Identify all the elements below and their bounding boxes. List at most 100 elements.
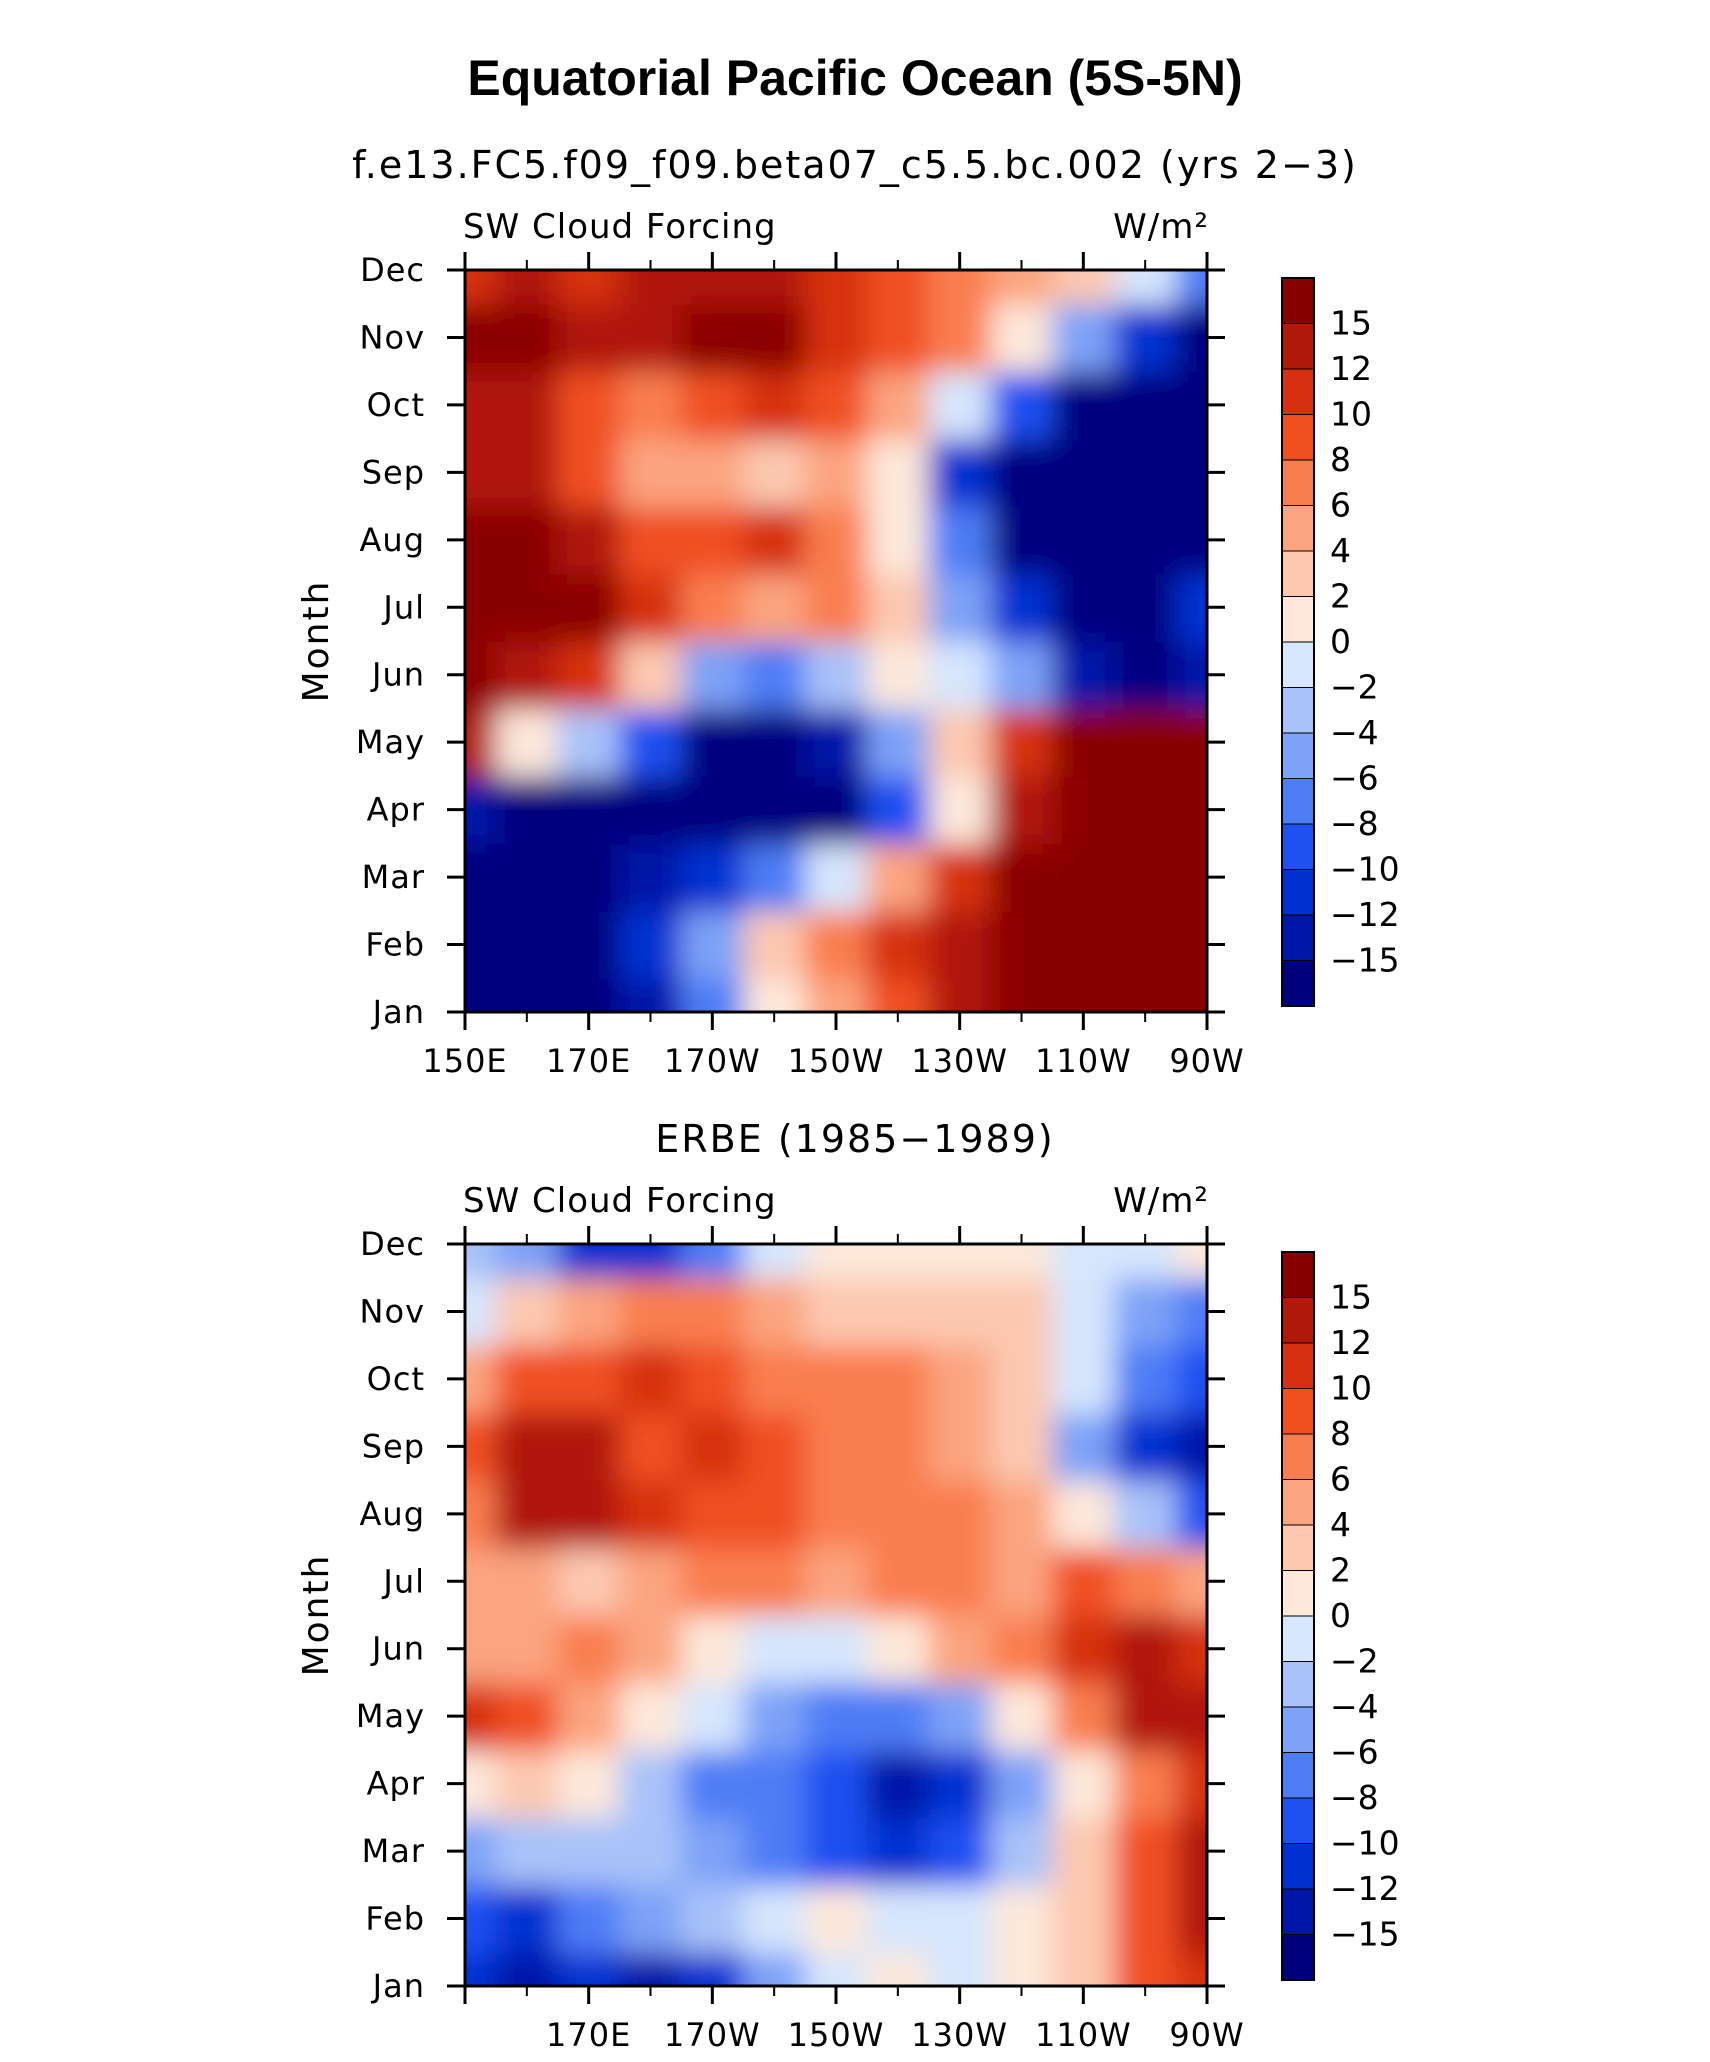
heatmap-cell bbox=[928, 1345, 992, 1414]
heatmap-cell bbox=[557, 641, 621, 710]
heatmap-cell bbox=[1052, 708, 1116, 777]
heatmap-cell bbox=[866, 1547, 930, 1616]
y-tick-label: Feb bbox=[365, 926, 425, 964]
heatmap-cell bbox=[928, 1412, 992, 1482]
colorbar-swatch bbox=[1281, 914, 1315, 961]
heatmap-cell bbox=[1114, 1952, 1178, 1986]
heatmap-cell bbox=[465, 1345, 497, 1414]
y-tick-label: Jan bbox=[371, 1967, 425, 2005]
heatmap-cell bbox=[805, 1244, 868, 1279]
heatmap-cell bbox=[681, 1884, 745, 1954]
heatmap-cell bbox=[866, 1480, 930, 1549]
heatmap-cell bbox=[928, 1884, 992, 1954]
heatmap-cell bbox=[866, 1244, 930, 1279]
heatmap-cell bbox=[928, 1952, 992, 1986]
heatmap-cell bbox=[619, 1277, 683, 1347]
heatmap-cell bbox=[619, 1884, 683, 1954]
colorbar-label: 8 bbox=[1330, 440, 1351, 479]
y-tick-label: May bbox=[356, 1697, 425, 1735]
colorbar-label: 15 bbox=[1330, 304, 1372, 343]
heatmap-cell bbox=[1176, 978, 1207, 1012]
heatmap-cell bbox=[495, 910, 559, 980]
y-tick-label: Jan bbox=[371, 993, 425, 1031]
heatmap-cell bbox=[495, 641, 559, 710]
heatmap-cell bbox=[681, 438, 745, 508]
y-tick-label: Dec bbox=[360, 251, 425, 289]
heatmap-cell bbox=[619, 506, 683, 575]
heatmap-cell bbox=[866, 270, 930, 305]
heatmap-cell bbox=[928, 910, 992, 980]
heatmap-cell bbox=[681, 371, 745, 440]
colorbar-label: 15 bbox=[1330, 1278, 1372, 1317]
heatmap-cell bbox=[990, 303, 1054, 373]
heatmap-cell bbox=[1114, 506, 1178, 575]
heatmap-cell bbox=[495, 303, 559, 373]
heatmap-cell bbox=[928, 708, 992, 777]
y-tick-label: Oct bbox=[367, 1360, 425, 1398]
heatmap-cell bbox=[866, 1682, 930, 1751]
heatmap-cell bbox=[1052, 1277, 1116, 1347]
panel-model: f.e13.FC5.f09_f09.beta07_c5.5.bc.002 (yr… bbox=[296, 143, 1400, 1080]
colorbar-swatch bbox=[1281, 869, 1315, 916]
heatmap-cell bbox=[1176, 270, 1207, 305]
heatmap-cell bbox=[743, 910, 807, 980]
heatmap-cell bbox=[1176, 438, 1207, 508]
variable-label: SW Cloud Forcing bbox=[463, 1181, 777, 1221]
heatmap-cell bbox=[928, 1817, 992, 1886]
heatmap-cell bbox=[990, 1345, 1054, 1414]
heatmap-cell bbox=[1176, 573, 1207, 642]
colorbar: 15 12 10 8 6 4 2 0 −2 −4 −6 −8 −10 −12 −15 bbox=[1281, 1251, 1400, 1981]
heatmap-cell bbox=[928, 270, 992, 305]
heatmap-cell bbox=[557, 1547, 621, 1616]
colorbar-swatch bbox=[1281, 1752, 1315, 1799]
heatmap-cell bbox=[495, 1952, 559, 1986]
heatmap-cell bbox=[465, 438, 497, 508]
heatmap-cell bbox=[495, 1682, 559, 1751]
heatmap-cell bbox=[1052, 1412, 1116, 1482]
heatmap-cell bbox=[743, 506, 807, 575]
heatmap-cell bbox=[990, 1547, 1054, 1616]
heatmap-cell bbox=[619, 1412, 683, 1482]
heatmap-cell bbox=[743, 1884, 807, 1954]
heatmap-cell bbox=[1114, 1244, 1178, 1279]
colorbar-label: 12 bbox=[1330, 349, 1372, 388]
heatmap-cell bbox=[619, 270, 683, 305]
heatmap-cell bbox=[465, 1682, 497, 1751]
heatmap-cell bbox=[1176, 1952, 1207, 1986]
heatmap-cell bbox=[990, 1952, 1054, 1986]
colorbar-swatch bbox=[1281, 368, 1315, 415]
heatmap-cell bbox=[805, 573, 868, 642]
heatmap-cell bbox=[681, 843, 745, 912]
heatmap-cell bbox=[805, 910, 868, 980]
heatmap-cell bbox=[1052, 1682, 1116, 1751]
heatmap-cell bbox=[1114, 1412, 1178, 1482]
heatmap-cell bbox=[1114, 978, 1178, 1012]
heatmap-cell bbox=[928, 371, 992, 440]
heatmap-cell bbox=[1114, 438, 1178, 508]
colorbar-swatch bbox=[1281, 1251, 1315, 1298]
colorbar-swatch bbox=[1281, 687, 1315, 734]
heatmap-cell bbox=[743, 1345, 807, 1414]
heatmap-cell bbox=[681, 1682, 745, 1751]
heatmap-cell bbox=[495, 1884, 559, 1954]
heatmap-cell bbox=[805, 1682, 868, 1751]
heatmap-cell bbox=[1052, 775, 1116, 845]
heatmap-cell bbox=[866, 506, 930, 575]
heatmap-cell bbox=[619, 1615, 683, 1684]
heatmap-cell bbox=[681, 1749, 745, 1819]
heatmap-cell bbox=[495, 978, 559, 1012]
colorbar-label: 4 bbox=[1330, 531, 1351, 570]
y-tick-label: Aug bbox=[360, 1495, 425, 1533]
heatmap-cell bbox=[1052, 506, 1116, 575]
x-tick-label: 170E bbox=[546, 1042, 631, 1080]
heatmap-cell bbox=[465, 371, 497, 440]
colorbar-swatch bbox=[1281, 596, 1315, 643]
heatmap-cell bbox=[495, 506, 559, 575]
heatmap-cell bbox=[1176, 1615, 1207, 1684]
heatmap-cell bbox=[681, 1345, 745, 1414]
heatmap-cell bbox=[990, 1749, 1054, 1819]
heatmap-cell bbox=[928, 438, 992, 508]
heatmap-cell bbox=[866, 303, 930, 373]
colorbar-swatch bbox=[1281, 1433, 1315, 1480]
heatmap-cell bbox=[1176, 1547, 1207, 1616]
